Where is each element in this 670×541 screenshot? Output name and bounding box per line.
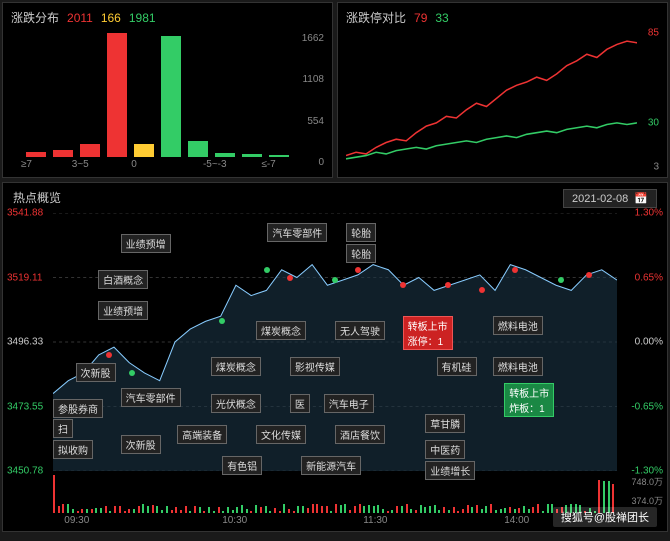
comp-count-red: 79 (414, 11, 427, 25)
event-dot[interactable] (512, 267, 518, 273)
topic-tag[interactable]: 次新股 (121, 435, 161, 454)
topic-tag[interactable]: 煤炭概念 (211, 357, 261, 376)
topic-tag[interactable]: 汽车电子 (324, 394, 374, 413)
dist-bar (188, 141, 208, 157)
topic-tag[interactable]: 煤炭概念 (256, 321, 306, 340)
overview-volume-chart (53, 475, 617, 513)
dist-bar (161, 36, 181, 157)
topic-tag[interactable]: 文化传媒 (256, 425, 306, 444)
date-picker[interactable]: 2021-02-08 📅 (563, 189, 657, 208)
comparison-y-axis: 85303 (639, 33, 663, 167)
overview-x-axis: 09:3010:3011:3014:00 (53, 515, 617, 529)
special-tag[interactable]: 转板上市涨停：1 (403, 316, 453, 350)
distribution-title-row: 涨跌分布 2011 166 1981 (3, 3, 332, 32)
overview-main-chart: 业绩预增白酒概念业绩预增次新股参股券商汽车零部件扫拟收购次新股汽车零部件轮胎轮胎… (53, 213, 617, 471)
dist-bar (80, 144, 100, 157)
topic-tag[interactable]: 汽车零部件 (267, 223, 327, 242)
comparison-title-row: 涨跌停对比 79 33 (338, 3, 667, 32)
overview-header: 热点概览 2021-02-08 📅 (3, 183, 667, 214)
overview-title: 热点概览 (13, 189, 61, 208)
topic-tag[interactable]: 光伏概念 (211, 394, 261, 413)
topic-tag[interactable]: 业绩预增 (121, 234, 171, 253)
topic-tag[interactable]: 医 (290, 394, 310, 413)
event-dot[interactable] (287, 275, 293, 281)
event-dot[interactable] (445, 282, 451, 288)
topic-tag[interactable]: 酒店餐饮 (335, 425, 385, 444)
topic-tag[interactable]: 轮胎 (346, 244, 376, 263)
topic-tag[interactable]: 无人驾驶 (335, 321, 385, 340)
topic-tag[interactable]: 有色铝 (222, 456, 262, 475)
topic-tag[interactable]: 白酒概念 (98, 270, 148, 289)
comparison-panel: 涨跌停对比 79 33 85303 (337, 2, 668, 178)
dist-count-green: 1981 (129, 11, 156, 25)
event-dot[interactable] (355, 267, 361, 273)
dist-bar (107, 33, 127, 157)
topic-tag[interactable]: 汽车零部件 (121, 388, 181, 407)
topic-tag[interactable]: 拟收购 (53, 440, 93, 459)
dist-bar (53, 150, 73, 157)
distribution-panel: 涨跌分布 2011 166 1981 166211085540 ≥73~50-5… (2, 2, 333, 178)
comparison-title: 涨跌停对比 (346, 9, 406, 26)
topic-tag[interactable]: 燃料电池 (493, 316, 543, 335)
event-dot[interactable] (106, 352, 112, 358)
distribution-bar-chart (13, 33, 282, 157)
dist-bar (215, 153, 235, 157)
topic-tag[interactable]: 轮胎 (346, 223, 376, 242)
overview-y-axis-right: 1.30%0.65%0.00%-0.65%-1.30% (619, 213, 663, 471)
dist-bar (26, 152, 46, 157)
event-dot[interactable] (558, 277, 564, 283)
event-dot[interactable] (479, 287, 485, 293)
distribution-x-axis: ≥73~50-5~-3≤-7 (13, 159, 282, 173)
topic-tag[interactable]: 参股券商 (53, 399, 103, 418)
dist-bar (134, 144, 154, 157)
calendar-icon: 📅 (634, 192, 648, 205)
special-tag[interactable]: 转板上市炸板：1 (504, 383, 554, 417)
overview-panel: 热点概览 2021-02-08 📅 3541.883519.113496.333… (2, 182, 668, 532)
topic-tag[interactable]: 燃料电池 (493, 357, 543, 376)
topic-tag[interactable]: 高端装备 (177, 425, 227, 444)
overview-y-axis-left: 3541.883519.113496.333473.553450.78 (7, 213, 51, 471)
topic-tag[interactable]: 草甘膦 (425, 414, 465, 433)
comp-count-green: 33 (435, 11, 448, 25)
dist-count-red: 2011 (67, 11, 93, 25)
watermark: 搜狐号@股禅团长 (553, 507, 657, 527)
event-dot[interactable] (586, 272, 592, 278)
event-dot[interactable] (219, 318, 225, 324)
topic-tag[interactable]: 有机硅 (437, 357, 477, 376)
dist-count-yellow: 166 (101, 11, 121, 25)
topic-tag[interactable]: 新能源汽车 (301, 456, 361, 475)
dist-bar (242, 154, 262, 157)
topic-tag[interactable]: 影视传媒 (290, 357, 340, 376)
event-dot[interactable] (400, 282, 406, 288)
comparison-line-chart (346, 33, 637, 167)
topic-tag[interactable]: 扫 (53, 419, 73, 438)
distribution-y-axis: 166211085540 (288, 33, 328, 157)
event-dot[interactable] (332, 277, 338, 283)
topic-tag[interactable]: 次新股 (76, 363, 116, 382)
event-dot[interactable] (129, 370, 135, 376)
topic-tag[interactable]: 中医药 (425, 440, 465, 459)
event-dot[interactable] (264, 267, 270, 273)
date-value: 2021-02-08 (572, 193, 628, 205)
topic-tag[interactable]: 业绩预增 (98, 301, 148, 320)
distribution-title: 涨跌分布 (11, 9, 59, 26)
